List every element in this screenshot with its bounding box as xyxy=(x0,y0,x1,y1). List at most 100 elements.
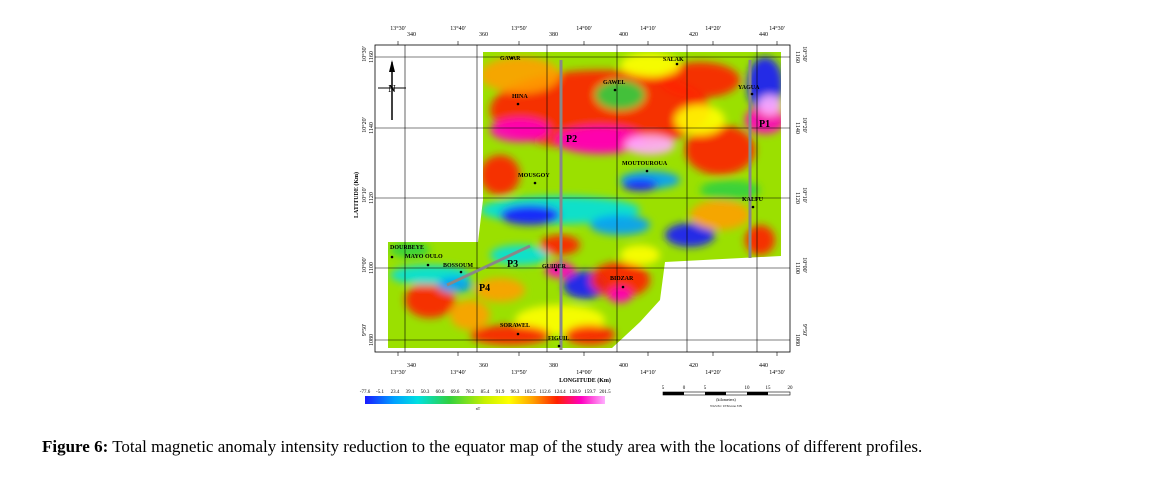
place-label: FIGUIL xyxy=(548,336,569,342)
lon-label: 14°30' xyxy=(769,25,784,32)
colorbar-label: 124.4 xyxy=(554,390,566,395)
anomaly-map xyxy=(388,52,781,348)
anomaly-patch xyxy=(620,245,660,265)
place-dot xyxy=(390,255,394,259)
place-dot xyxy=(750,92,754,96)
place-dot xyxy=(751,205,755,209)
colorbar-label: 138.9 xyxy=(569,390,581,395)
utm-y-label: 1140 xyxy=(369,122,375,134)
anomaly-patch xyxy=(608,287,632,303)
colorbar-label: 69.6 xyxy=(451,390,460,395)
colorbar-unit: nT xyxy=(476,406,481,411)
anomaly-patch xyxy=(700,180,760,200)
caption-label: Figure 6: xyxy=(42,437,109,456)
place-label: MOUSGOY xyxy=(518,173,550,179)
place-dot xyxy=(621,285,625,289)
anomaly-patch xyxy=(622,179,658,191)
lon-label: 14°10' xyxy=(640,369,655,376)
place-label: DOURBEYE xyxy=(390,245,424,251)
colorbar-label: 85.4 xyxy=(481,390,490,395)
utm-y-label: 1160 xyxy=(794,51,800,63)
x-axis-label: LONGITUDE (Km) xyxy=(559,377,611,384)
anomaly-patch xyxy=(690,200,750,230)
utm-x-label: 360 xyxy=(479,32,488,38)
colorbar-label: -5.1 xyxy=(376,390,384,395)
utm-x-label: 360 xyxy=(479,363,488,369)
colorbar-label: 112.6 xyxy=(539,390,551,395)
lat-label: 9°50' xyxy=(801,324,808,336)
place-label: KALFU xyxy=(742,197,764,203)
place-label: SORAWEL xyxy=(500,323,530,329)
north-arrow: N xyxy=(378,60,406,120)
utm-y-label: 1140 xyxy=(794,122,800,134)
place-dot xyxy=(557,344,561,348)
colorbar-label: 50.3 xyxy=(421,390,430,395)
place-label: BOSSOUM xyxy=(443,263,473,269)
place-label: GAWEL xyxy=(603,80,625,86)
lon-label: 14°20' xyxy=(705,25,720,32)
profile-line xyxy=(446,244,531,287)
utm-y-label: 1100 xyxy=(794,262,800,274)
scale-tick: 20 xyxy=(788,386,794,391)
anomaly-patch xyxy=(390,242,430,258)
utm-y-label: 1120 xyxy=(369,192,375,204)
utm-x-label: 420 xyxy=(689,32,698,38)
anomaly-patch xyxy=(745,225,775,255)
place-label: GUIDER xyxy=(542,264,567,270)
place-dot xyxy=(516,102,520,106)
place-label: GAVAR xyxy=(500,56,521,62)
place-dot xyxy=(613,88,617,92)
lon-label: 13°50' xyxy=(511,25,526,32)
scale-tick: 10 xyxy=(745,386,751,391)
colorbar-label: 91.9 xyxy=(496,390,505,395)
place-label: SALAK xyxy=(663,57,684,63)
place-dot xyxy=(645,169,649,173)
colorbar-label: 39.1 xyxy=(406,390,415,395)
place-dot xyxy=(459,270,463,274)
utm-x-label: 340 xyxy=(407,32,416,38)
place-dot xyxy=(516,332,520,336)
utm-x-label: 440 xyxy=(759,32,768,38)
place-dot xyxy=(426,263,430,267)
profile-label: P1 xyxy=(759,119,770,130)
scale-tick: 15 xyxy=(766,386,772,391)
utm-x-label: 440 xyxy=(759,363,768,369)
north-label: N xyxy=(388,84,396,95)
anomaly-patch xyxy=(450,300,490,330)
colorbar-label: -77.6 xyxy=(360,390,371,395)
profile-label: P4 xyxy=(479,283,490,294)
place-label: MAYO OULO xyxy=(405,254,443,260)
anomaly-patch xyxy=(620,53,680,77)
anomaly-patch xyxy=(758,95,781,115)
anomaly-patch xyxy=(480,57,560,93)
anomaly-patch xyxy=(555,126,645,154)
place-dot xyxy=(554,268,558,272)
anomaly-patch xyxy=(665,223,715,247)
lon-label: 14°00' xyxy=(576,25,591,32)
utm-y-label: 1120 xyxy=(794,192,800,204)
utm-x-label: 400 xyxy=(619,363,628,369)
scale-unit: (kilometers) xyxy=(716,397,736,402)
caption: Figure 6: Total magnetic anomaly intensi… xyxy=(42,437,922,457)
anomaly-patch xyxy=(480,155,520,195)
anomaly-patch xyxy=(500,205,560,225)
place-dot xyxy=(510,56,514,60)
scale-tick: 5 xyxy=(704,386,707,391)
colorbar-label: 23.4 xyxy=(391,390,400,395)
anomaly-patch xyxy=(565,325,615,345)
lat-label: 10°20' xyxy=(801,117,808,132)
lat-label: 10°30' xyxy=(361,46,368,61)
utm-y-label: 1160 xyxy=(369,51,375,63)
anomaly-patch xyxy=(490,118,550,142)
grid: 340 340 360 360 380 380 400 400 420 420 440 440 13°3… xyxy=(353,25,808,384)
anomaly-patch xyxy=(490,245,550,265)
place-dot xyxy=(533,181,537,185)
colorbar-label: 102.5 xyxy=(524,390,536,395)
colorbar-label: 78.2 xyxy=(466,390,475,395)
map-frame xyxy=(374,44,791,353)
anomaly-patch xyxy=(595,80,645,110)
utm-y-label: 1080 xyxy=(794,334,800,346)
utm-x-label: 420 xyxy=(689,363,698,369)
utm-y-label: 1100 xyxy=(369,262,375,274)
